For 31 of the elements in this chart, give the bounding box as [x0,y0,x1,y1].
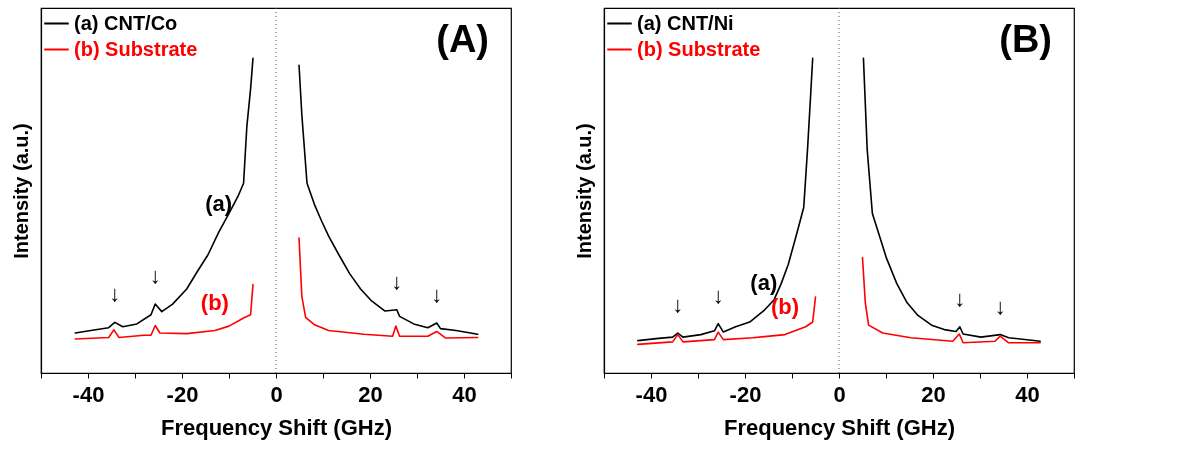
legend-label: (b) Substrate [637,37,761,60]
y-axis-title: Intensity (a.u.) [572,123,595,259]
y-axis-title: Intensity (a.u.) [9,123,32,259]
x-tick-label: 40 [452,381,477,407]
x-tick-label: -20 [729,381,762,407]
annotation: (A) [436,18,489,60]
x-tick-label: 20 [921,381,946,407]
x-tick-label: 20 [358,381,383,407]
annotation: ↓ [994,293,1006,319]
annotation: (a) [205,191,233,217]
x-tick-label: 0 [833,381,846,407]
annotation: ↓ [149,263,161,289]
x-tick-label: 40 [1015,381,1040,407]
annotation: ↓ [672,292,684,318]
annotation: ↓ [954,285,966,311]
annotation: ↓ [391,268,403,294]
annotation: ↓ [712,282,724,308]
legend-label: (a) CNT/Ni [637,11,734,34]
legend-label: (b) Substrate [74,37,198,60]
annotation: (a) [750,269,778,295]
annotation: ↓ [431,281,443,307]
x-axis-title: Frequency Shift (GHz) [723,414,956,440]
x-tick-label: 0 [270,381,283,407]
annotation: (b) [200,289,229,315]
x-axis-title: Frequency Shift (GHz) [160,414,393,440]
x-tick-label: -40 [72,381,105,407]
x-tick-label: -20 [166,381,199,407]
legend-label: (a) CNT/Co [74,11,178,34]
annotation: (B) [999,18,1052,60]
x-tick-label: -40 [635,381,668,407]
annotation: ↓ [109,281,121,307]
